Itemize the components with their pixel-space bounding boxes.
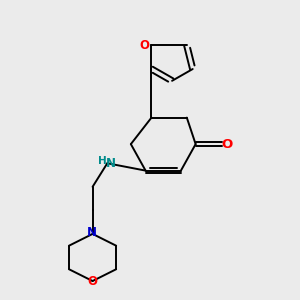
Text: O: O [222,138,233,151]
Text: O: O [139,39,149,52]
Text: O: O [88,274,98,287]
Text: N: N [87,226,97,239]
Text: N: N [106,157,116,170]
Text: H: H [98,157,106,166]
